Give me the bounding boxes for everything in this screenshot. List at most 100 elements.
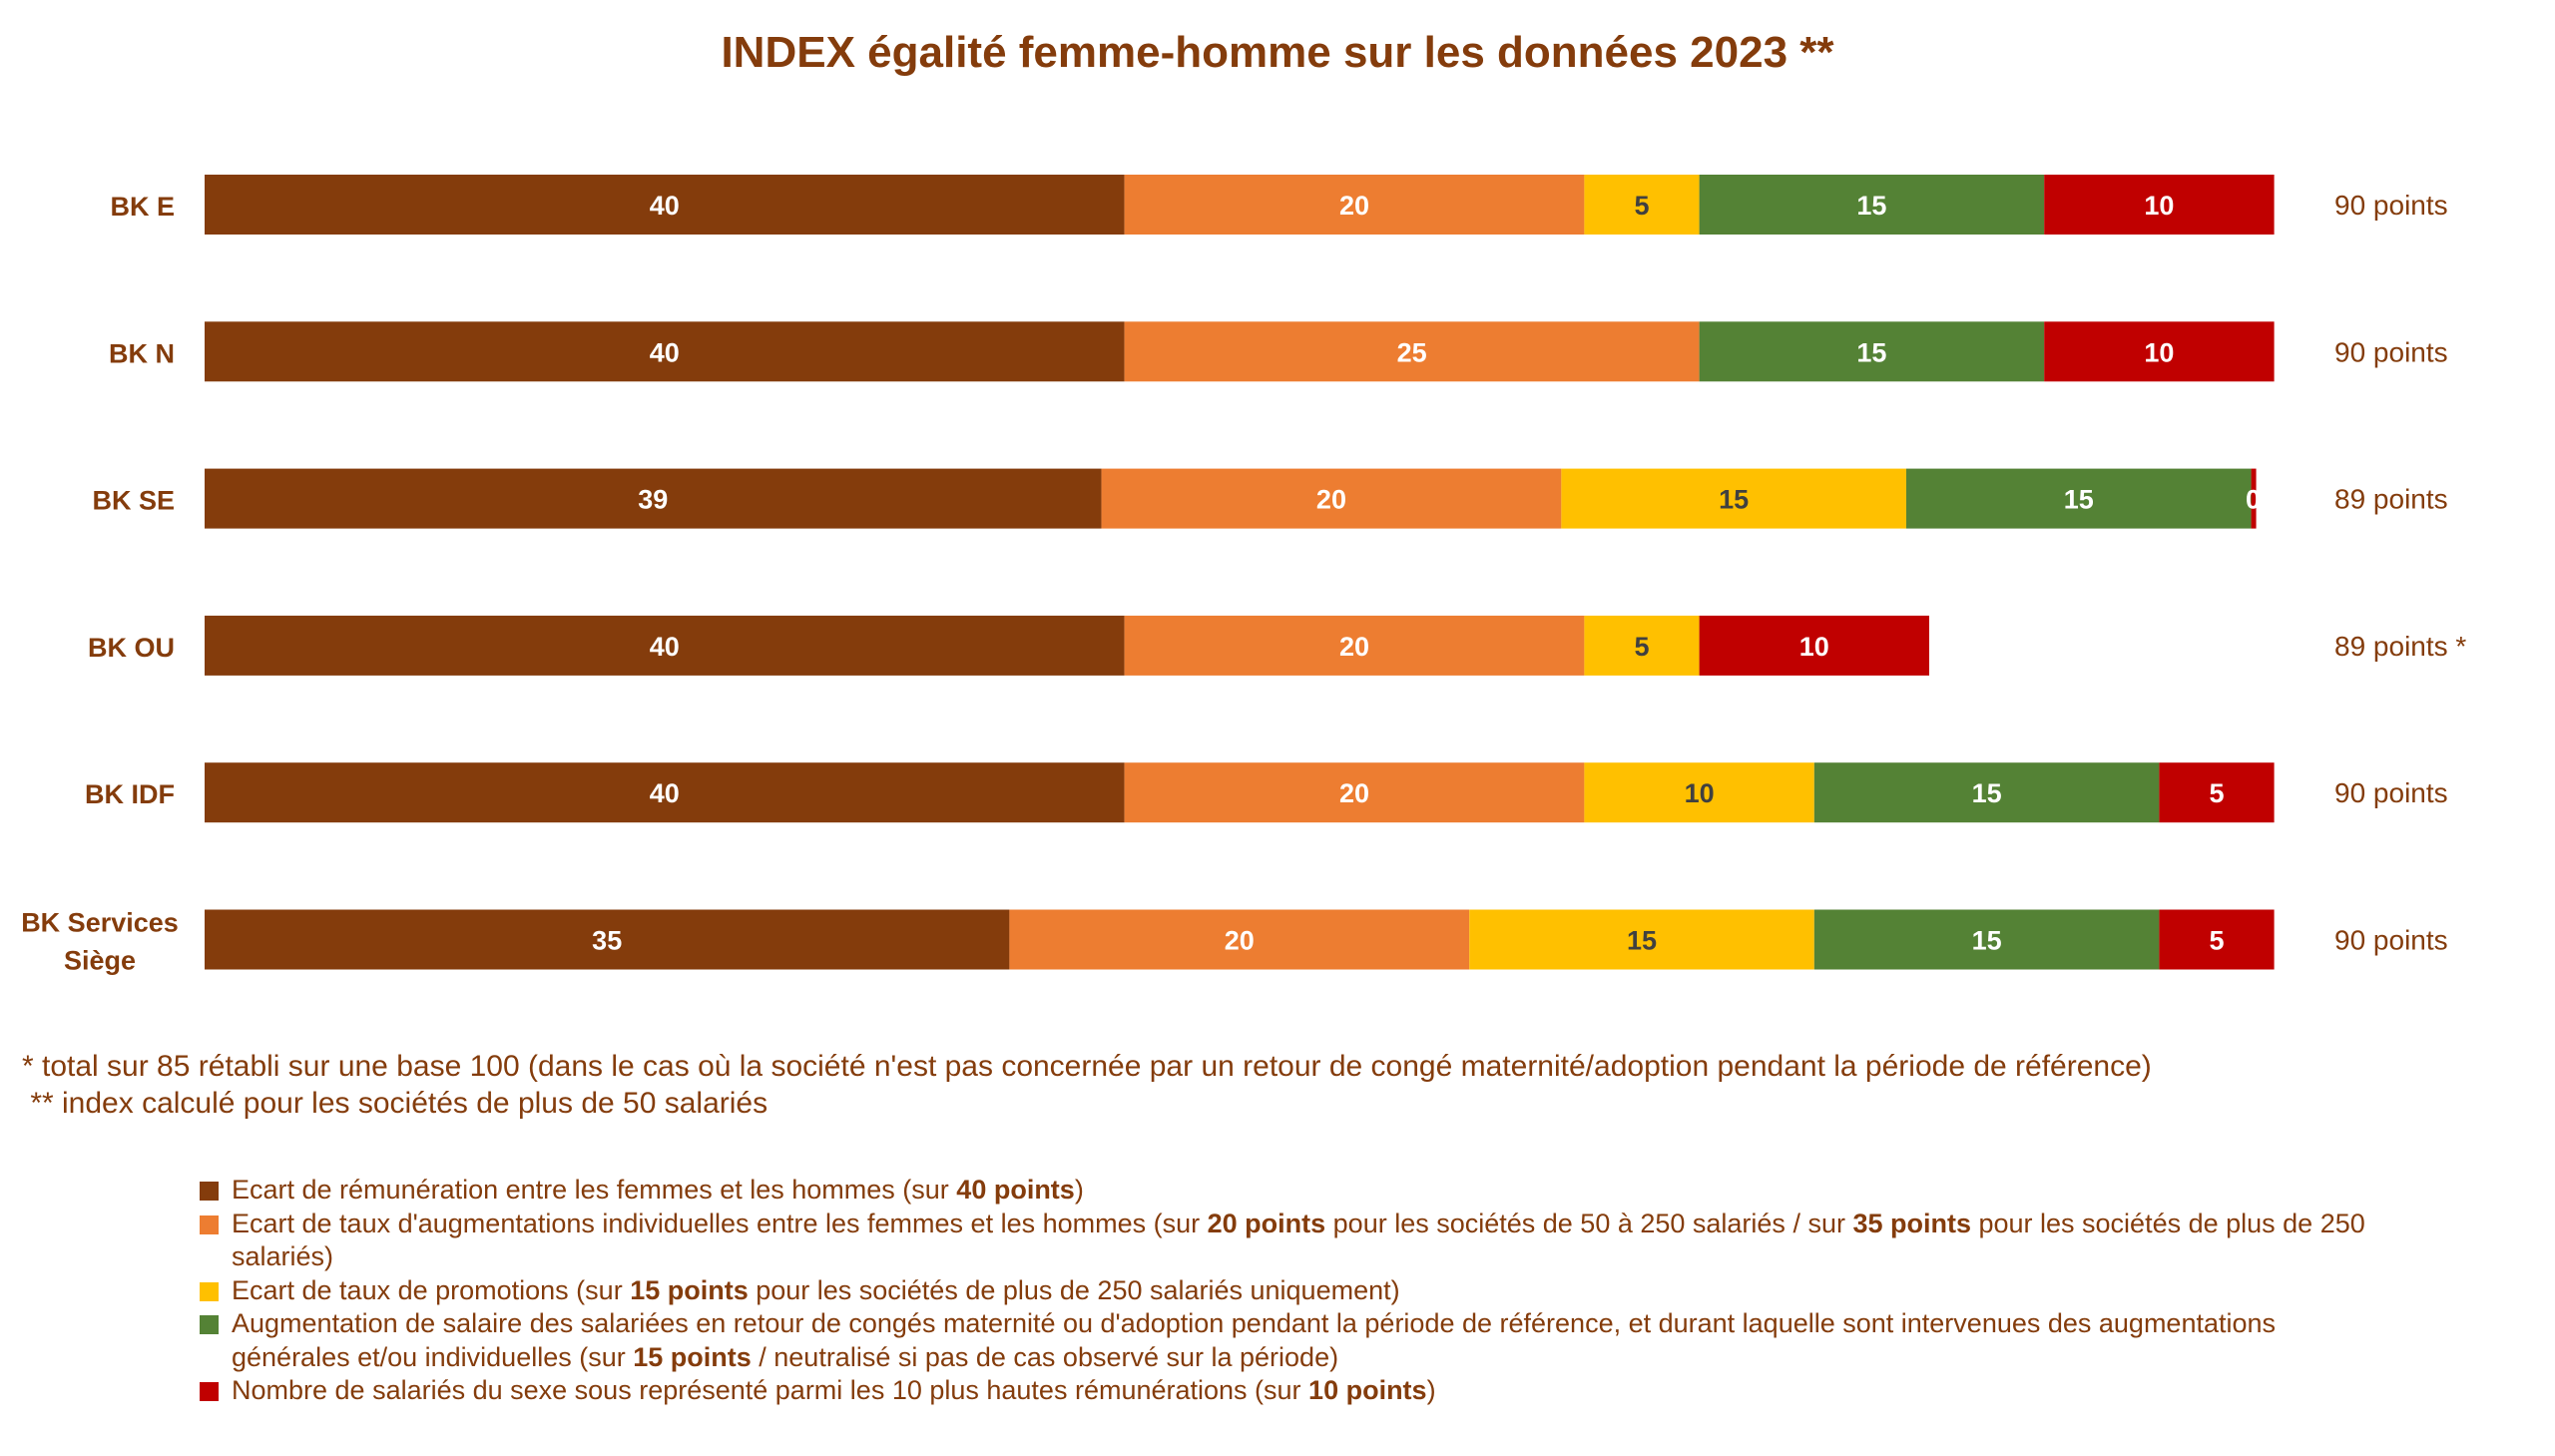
legend-text: ) bbox=[1074, 1175, 1084, 1205]
data-label: 40 bbox=[650, 632, 680, 662]
stacked-bar-chart: BK E 40 20 5 15 10 90 points BK N 40 25 15 10 90 poi… bbox=[21, 175, 2466, 976]
bar-segment bbox=[1124, 762, 1585, 823]
total-label: 89 points bbox=[2334, 484, 2448, 515]
bar-segment bbox=[1124, 615, 1585, 676]
legend-text: Ecart de taux de promotions (sur bbox=[232, 1274, 631, 1305]
legend-text: pour les sociétés de plus de 250 salarié… bbox=[232, 1208, 2365, 1272]
bar-segment bbox=[1813, 762, 2160, 823]
legend-text: pour les sociétés de 50 à 250 salariés /… bbox=[1325, 1208, 1853, 1238]
data-label: 15 bbox=[1972, 926, 2002, 956]
bar-segment bbox=[2251, 468, 2257, 529]
data-label: 10 bbox=[1685, 778, 1715, 808]
bar-segment bbox=[205, 321, 1125, 382]
total-label: 90 points bbox=[2334, 336, 2448, 367]
legend-text: Ecart de taux d'augmentations individuel… bbox=[232, 1208, 1208, 1238]
legend-item: Ecart de taux d'augmentations individuel… bbox=[200, 1208, 2395, 1274]
data-label: 40 bbox=[650, 191, 680, 221]
bar-segment bbox=[2159, 909, 2275, 970]
legend-item: Nombre de salariés du sexe sous représen… bbox=[200, 1374, 2395, 1408]
category-label: BK IDF bbox=[85, 779, 175, 809]
bar-segment bbox=[1124, 175, 1585, 235]
legend-swatch bbox=[200, 1382, 219, 1401]
data-label: 0 bbox=[2246, 485, 2261, 515]
data-label: 10 bbox=[1799, 632, 1829, 662]
bar-segment bbox=[205, 762, 1125, 823]
bar-segment bbox=[1584, 762, 1814, 823]
data-label: 15 bbox=[1856, 337, 1886, 367]
legend-item: Ecart de taux de promotions (sur 15 poin… bbox=[200, 1274, 2395, 1308]
data-label: 20 bbox=[1316, 485, 1346, 515]
bar-segment bbox=[2159, 762, 2275, 823]
bar-segment bbox=[1124, 321, 1700, 382]
data-label: 10 bbox=[2144, 191, 2174, 221]
legend-text: 40 points bbox=[956, 1175, 1075, 1205]
data-label: 5 bbox=[1634, 632, 1649, 662]
data-label: 20 bbox=[1339, 632, 1369, 662]
data-label: 20 bbox=[1339, 778, 1369, 808]
bar-segment bbox=[1584, 615, 1700, 676]
total-label: 90 points bbox=[2334, 777, 2448, 808]
legend-text: 35 points bbox=[1852, 1208, 1971, 1238]
total-label: 89 points * bbox=[2334, 631, 2466, 662]
legend-text: 10 points bbox=[1308, 1375, 1427, 1405]
bar-segment bbox=[1699, 615, 1929, 676]
bar-segment bbox=[205, 468, 1102, 529]
data-label: 10 bbox=[2144, 337, 2174, 367]
bar-segment bbox=[1699, 175, 2045, 235]
legend-text: Ecart de rémunération entre les femmes e… bbox=[232, 1175, 957, 1205]
bar-segment bbox=[1561, 468, 1906, 529]
legend-swatch bbox=[200, 1315, 219, 1334]
legend-text: 20 points bbox=[1207, 1208, 1326, 1238]
data-label: 15 bbox=[1972, 778, 2002, 808]
data-label: 20 bbox=[1339, 191, 1369, 221]
legend: Ecart de rémunération entre les femmes e… bbox=[200, 1174, 2395, 1408]
legend-text: pour les sociétés de plus de 250 salarié… bbox=[748, 1274, 1400, 1305]
legend-text: / neutralisé si pas de cas observé sur l… bbox=[751, 1341, 1339, 1372]
bar-segment bbox=[1469, 909, 1814, 970]
legend-text: Augmentation de salaire des salariées en… bbox=[232, 1308, 2277, 1372]
data-label: 39 bbox=[638, 485, 668, 515]
data-label: 5 bbox=[1634, 191, 1649, 221]
bar-segment bbox=[2044, 175, 2275, 235]
data-label: 40 bbox=[650, 778, 680, 808]
total-label: 90 points bbox=[2334, 925, 2448, 956]
legend-text: 15 points bbox=[633, 1341, 752, 1372]
legend-item: Augmentation de salaire des salariées en… bbox=[200, 1307, 2395, 1374]
data-label: 5 bbox=[2209, 926, 2224, 956]
category-label: BK E bbox=[110, 192, 175, 222]
category-label: BK SE bbox=[92, 486, 175, 516]
bar-segment bbox=[1699, 321, 2045, 382]
data-label: 35 bbox=[592, 926, 622, 956]
data-label: 5 bbox=[2209, 778, 2224, 808]
bar-segment bbox=[1813, 909, 2160, 970]
bar-segment bbox=[1905, 468, 2252, 529]
footnote-2: ** index calculé pour les sociétés de pl… bbox=[22, 1087, 768, 1120]
bar-segment bbox=[1584, 175, 1700, 235]
footnote-1: * total sur 85 rétabli sur une base 100 … bbox=[22, 1050, 2152, 1083]
legend-text: Nombre de salariés du sexe sous représen… bbox=[232, 1375, 1309, 1405]
legend-text: 15 points bbox=[630, 1274, 749, 1305]
data-label: 25 bbox=[1397, 337, 1427, 367]
data-label: 15 bbox=[1627, 926, 1657, 956]
data-label: 15 bbox=[1719, 485, 1749, 515]
bar-segment bbox=[205, 615, 1125, 676]
category-label: BK Services bbox=[21, 908, 179, 938]
category-label: Siège bbox=[64, 946, 136, 976]
bar-segment bbox=[1101, 468, 1562, 529]
legend-item: Ecart de rémunération entre les femmes e… bbox=[200, 1174, 2395, 1208]
chart-title: INDEX égalité femme-homme sur les donnée… bbox=[721, 28, 1834, 77]
category-label: BK N bbox=[109, 338, 175, 368]
legend-swatch bbox=[200, 1182, 219, 1201]
bar-segment bbox=[205, 175, 1125, 235]
bar-segment bbox=[2044, 321, 2275, 382]
legend-swatch bbox=[200, 1214, 219, 1234]
data-label: 20 bbox=[1225, 926, 1255, 956]
bar-segment bbox=[205, 909, 1010, 970]
data-label: 40 bbox=[650, 337, 680, 367]
legend-swatch bbox=[200, 1281, 219, 1301]
data-label: 15 bbox=[1856, 191, 1886, 221]
category-label: BK OU bbox=[88, 633, 175, 663]
total-label: 90 points bbox=[2334, 190, 2448, 221]
bar-segment bbox=[1009, 909, 1470, 970]
data-label: 15 bbox=[2064, 485, 2094, 515]
